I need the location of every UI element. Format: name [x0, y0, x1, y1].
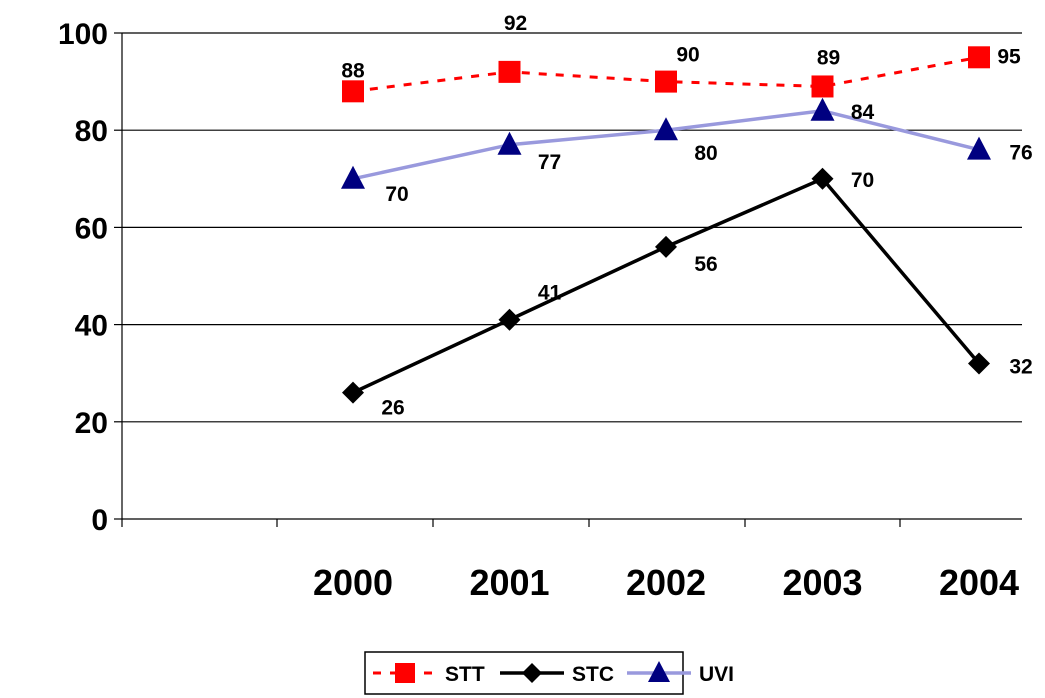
y-tick-label: 0 [91, 504, 108, 537]
y-tick-label: 40 [75, 310, 108, 343]
gridlines [122, 32, 1022, 423]
x-tick-label: 2004 [939, 562, 1019, 603]
data-point-stt [655, 70, 677, 93]
data-point-uvi [654, 117, 678, 141]
y-tick-label: 80 [75, 115, 108, 148]
x-tick-label: 2003 [782, 562, 862, 603]
data-point-stt [811, 75, 834, 98]
data-label-stc: 32 [1009, 355, 1032, 378]
legend-label-stc: STC [572, 663, 614, 686]
data-labels-layer: 88 92 90 89 95 26 41 56 70 32 70 77 80 84 76 [341, 12, 1032, 420]
data-label-uvi: 70 [385, 183, 408, 206]
legend: STT STC UVI [364, 651, 734, 695]
legend-marker-uvi [648, 661, 670, 682]
x-tick-label: 2002 [626, 562, 706, 603]
data-point-uvi [341, 165, 365, 189]
data-label-stt: 92 [504, 12, 527, 35]
y-tick-label: 20 [75, 407, 108, 440]
data-point-stc [655, 235, 677, 258]
legend-label-uvi: UVI [699, 663, 734, 686]
data-point-stc [968, 352, 990, 375]
series-layer [341, 46, 991, 404]
data-label-stt: 88 [341, 59, 365, 82]
legend-marker-stt [395, 663, 415, 683]
data-label-stc: 56 [694, 253, 717, 276]
data-label-uvi: 84 [851, 101, 875, 124]
data-point-uvi [497, 131, 522, 155]
data-point-stt [498, 60, 521, 83]
data-label-uvi: 76 [1009, 142, 1032, 165]
y-tick-labels: 0 20 40 60 80 100 [58, 18, 108, 537]
data-label-uvi: 80 [694, 142, 717, 165]
legend-label-stt: STT [445, 663, 485, 686]
series-line-stt [352, 55, 980, 93]
x-tick-label: 2000 [313, 562, 393, 603]
data-label-stt: 95 [997, 45, 1021, 68]
data-label-stc: 41 [538, 282, 562, 305]
x-tick-label: 2001 [469, 562, 549, 603]
data-point-stc [811, 167, 834, 190]
data-label-stt: 89 [817, 46, 840, 69]
data-point-stc [342, 381, 364, 404]
data-point-stt [968, 46, 990, 69]
data-point-uvi [967, 136, 991, 160]
y-tick-label: 100 [58, 18, 108, 51]
data-point-stt [342, 80, 364, 103]
axes [114, 32, 1022, 527]
data-label-stc: 70 [851, 169, 874, 192]
data-label-stt: 90 [676, 44, 699, 67]
x-tick-labels: 2000 2001 2002 2003 2004 [313, 562, 1019, 603]
data-label-stc: 26 [381, 397, 404, 420]
data-point-stc [498, 308, 521, 331]
y-tick-label: 60 [75, 212, 108, 245]
legend-marker-stc [522, 663, 542, 683]
data-point-uvi [810, 97, 835, 121]
data-label-uvi: 77 [538, 151, 561, 174]
series-line-stc [352, 176, 981, 395]
